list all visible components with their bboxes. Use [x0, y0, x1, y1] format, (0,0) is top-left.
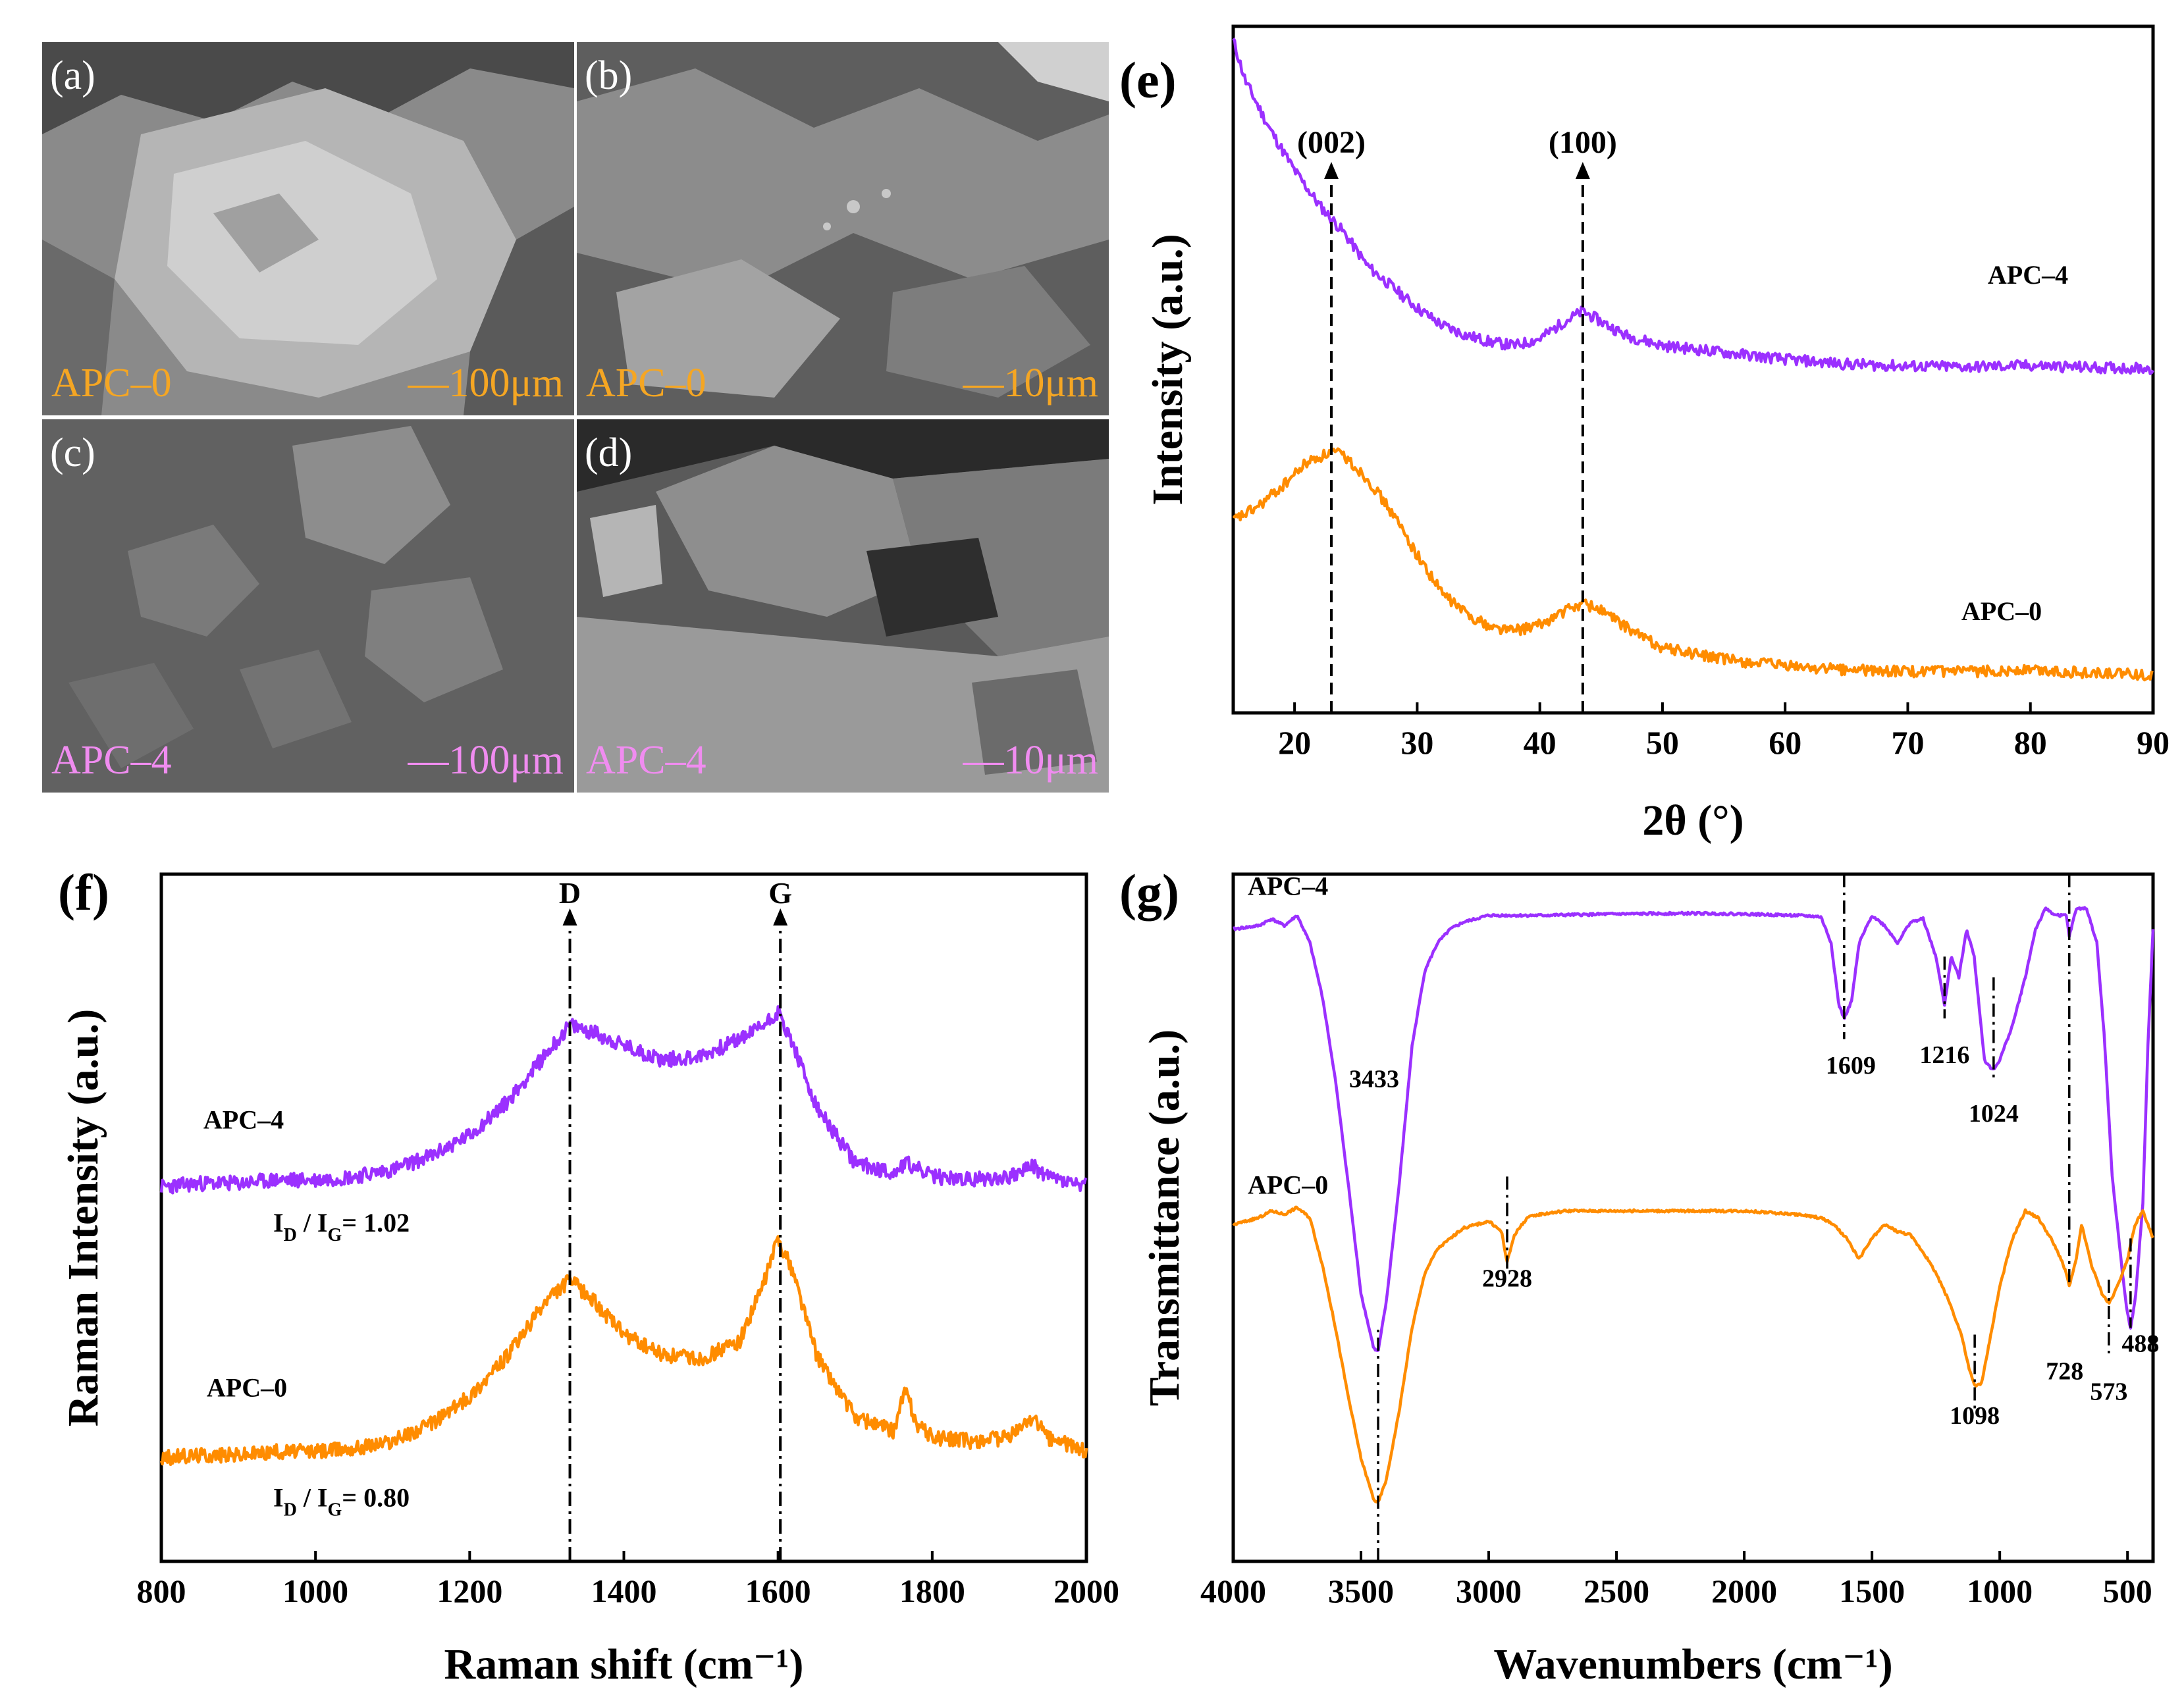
x-tick-label: 2000 [1711, 1573, 1777, 1609]
series-label: APC–4 [1988, 260, 2068, 290]
y-axis-label: Transmittance (a.u.) [1140, 1030, 1188, 1407]
x-tick-label: 90 [2137, 724, 2170, 761]
scale-bar-label: —10μm [963, 738, 1098, 783]
x-tick-label: 500 [2103, 1573, 2152, 1609]
sem-panel: (c) APC–4 —100μm [42, 419, 574, 793]
series-label: APC–0 [1248, 1170, 1328, 1199]
peak-label: 573 [2090, 1378, 2127, 1406]
arrow-head [773, 908, 788, 926]
panel-letter: (c) [50, 430, 95, 475]
peak-label: 2928 [1482, 1265, 1532, 1292]
peak-label: 488 [2121, 1330, 2159, 1358]
panel-letter: (b) [585, 53, 633, 98]
sample-label: APC–4 [51, 738, 172, 783]
x-tick-label: 1600 [745, 1573, 811, 1609]
series-line [1232, 447, 2154, 682]
x-tick-label: 2000 [1053, 1573, 1119, 1609]
x-tick-label: 50 [1646, 724, 1679, 761]
peak-label: G [768, 876, 792, 910]
scale-bar-label: —10μm [963, 361, 1098, 405]
scale-bar-label: —100μm [408, 738, 564, 783]
sem-micrograph-image [42, 419, 574, 793]
series-line [1232, 1205, 2154, 1503]
x-axis-label: Wavenumbers (cm⁻¹) [1493, 1640, 1892, 1688]
series-line [159, 1005, 1088, 1195]
series-line [1233, 906, 2155, 1353]
peak-label: D [559, 876, 581, 910]
sample-label: APC–0 [51, 361, 172, 405]
peak-label: 1098 [1950, 1402, 2000, 1430]
x-tick-label: 1000 [282, 1573, 348, 1609]
series-line [159, 1235, 1088, 1467]
plot-frame [1231, 872, 2155, 1563]
series-line [1232, 38, 2154, 375]
sem-panel: (a) APC–0 —100μm [42, 42, 574, 415]
plot-frame [1231, 24, 2155, 715]
y-axis-label: Raman Intensity (a.u.) [59, 1009, 107, 1426]
x-tick-label: 20 [1278, 724, 1311, 761]
peak-label: 1216 [1919, 1041, 1969, 1069]
x-tick-label: 2500 [1584, 1573, 1649, 1609]
sem-micrograph-image [577, 419, 1109, 793]
peak-label: 1609 [1826, 1052, 1876, 1080]
panel-letter: (d) [585, 430, 633, 475]
x-tick-label: 1800 [899, 1573, 965, 1609]
sem-micrograph-image [42, 42, 574, 415]
x-tick-label: 4000 [1200, 1573, 1266, 1609]
x-axis-label: 2θ (°) [1642, 796, 1744, 845]
sample-label: APC–4 [586, 738, 706, 783]
sem-image-grid: (a) APC–0 —100μm (b) APC–0 —10μm [42, 42, 1109, 793]
peak-label: (002) [1297, 125, 1366, 160]
x-tick-label: 1000 [1967, 1573, 2033, 1609]
x-tick-label: 1400 [591, 1573, 657, 1609]
sem-panel: (b) APC–0 —10μm [577, 42, 1109, 415]
x-axis-label: Raman shift (cm⁻¹) [444, 1640, 804, 1688]
ratio-label: ID / IG= 0.80 [273, 1482, 410, 1520]
arrow-head [1575, 162, 1590, 179]
series-label: APC–0 [1961, 596, 2042, 626]
series-label: APC–4 [203, 1105, 284, 1134]
peak-label: 1024 [1969, 1100, 2019, 1128]
x-tick-label: 3000 [1456, 1573, 1522, 1609]
panel-letter: (e) [1119, 51, 1177, 109]
y-axis-label: Intensity (a.u.) [1144, 234, 1192, 506]
arrow-head [562, 908, 577, 926]
peak-label: (100) [1549, 125, 1617, 160]
x-tick-label: 70 [1891, 724, 1924, 761]
x-tick-label: 1500 [1839, 1573, 1905, 1609]
series-label: APC–0 [207, 1372, 287, 1402]
x-tick-label: 3500 [1328, 1573, 1394, 1609]
panel-letter: (g) [1119, 864, 1179, 921]
x-tick-label: 80 [2014, 724, 2047, 761]
sem-micrograph-image [577, 42, 1109, 415]
peak-label: 728 [2046, 1357, 2083, 1385]
x-tick-label: 60 [1769, 724, 1801, 761]
x-tick-label: 30 [1400, 724, 1433, 761]
arrow-head [1324, 162, 1339, 179]
x-tick-label: 40 [1524, 724, 1557, 761]
scale-bar-label: —100μm [408, 361, 564, 405]
ratio-label: ID / IG= 1.02 [273, 1208, 410, 1245]
peak-label: 3433 [1349, 1066, 1399, 1093]
panel-letter: (f) [58, 864, 109, 921]
x-tick-label: 800 [137, 1573, 186, 1609]
sem-panel: (d) APC–4 —10μm [577, 419, 1109, 793]
x-tick-label: 1200 [437, 1573, 502, 1609]
panel-letter: (a) [50, 53, 95, 98]
series-label: APC–4 [1248, 871, 1328, 900]
sample-label: APC–0 [586, 361, 706, 405]
